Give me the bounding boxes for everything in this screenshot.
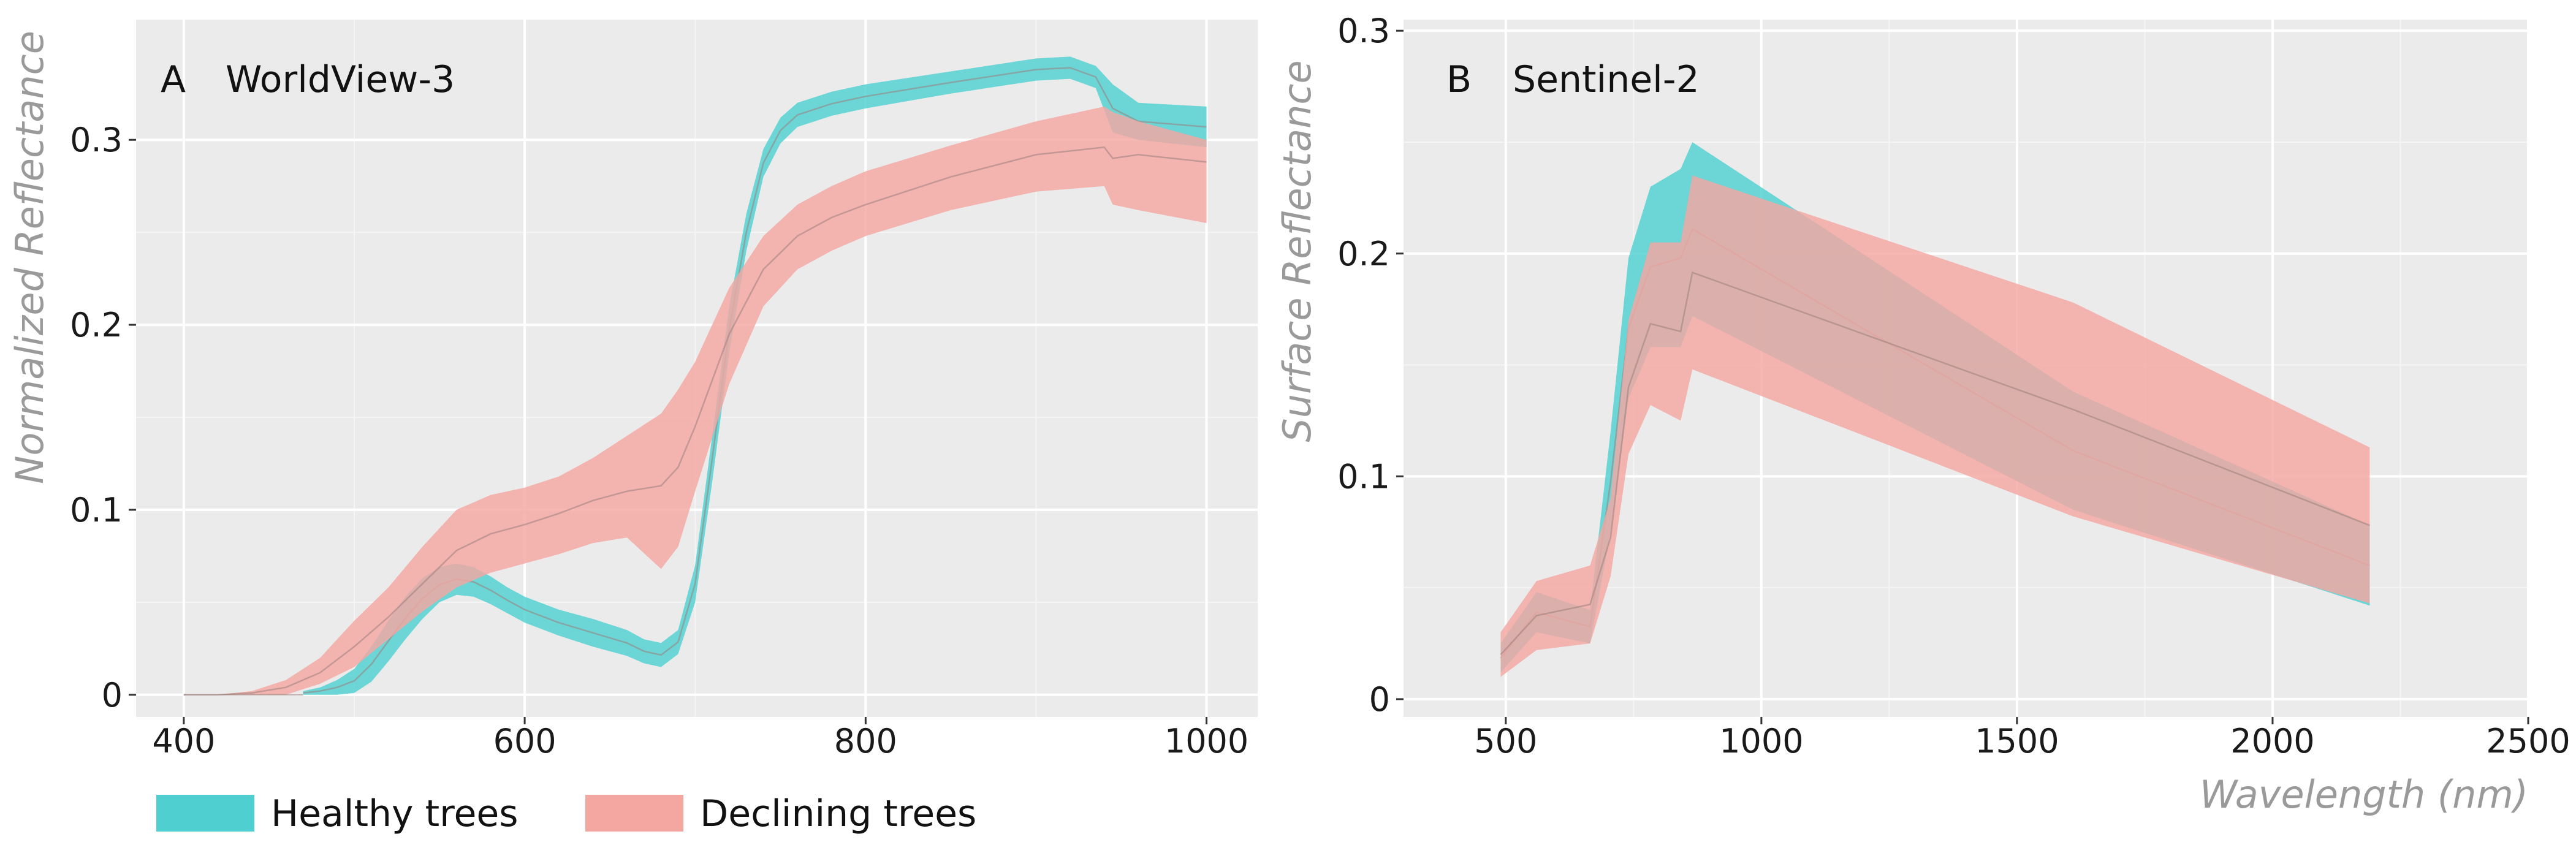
panel-a-title: WorldView-3 xyxy=(226,58,455,101)
band-declining-trees xyxy=(183,106,1207,695)
x-tick-label: 600 xyxy=(493,722,557,760)
legend-label-healthy: Healthy trees xyxy=(271,792,519,835)
y-tick-label: 0.3 xyxy=(1337,12,1390,50)
panel-b-sentinel2: 500 1000 1500 2000 2500 0 0.1 0.2 0.3 B Sentinel… xyxy=(1275,12,2570,817)
panel-a-label: A xyxy=(161,58,186,101)
panel-a-series xyxy=(183,56,1207,696)
legend-swatch-healthy xyxy=(156,795,254,832)
x-tick-label: 1000 xyxy=(1165,722,1248,760)
panel-a-y-axis-label: Normalized Reflectance xyxy=(7,31,52,484)
legend-swatch-declining xyxy=(585,795,683,832)
panel-a-worldview3: 400 600 800 1000 0 0.1 0.2 0.3 A WorldView-3 No… xyxy=(7,20,1258,760)
x-tick-label: 400 xyxy=(152,722,215,760)
mean-line-declining-trees xyxy=(183,146,1207,696)
x-tick-label: 500 xyxy=(1474,722,1537,760)
panel-b-x-axis-label: Wavelength (nm) xyxy=(2200,772,2528,817)
x-tick-label: 800 xyxy=(834,722,897,760)
legend-label-declining: Declining trees xyxy=(700,792,976,835)
y-tick-label: 0 xyxy=(1369,680,1390,719)
x-tick-label: 2500 xyxy=(2486,722,2570,760)
panel-b-series xyxy=(1500,142,2370,677)
y-tick-label: 0.3 xyxy=(70,121,123,159)
y-tick-label: 0.1 xyxy=(70,491,123,529)
x-tick-label: 1000 xyxy=(1719,722,1803,760)
y-tick-label: 0.2 xyxy=(1337,235,1390,273)
legend: Healthy trees Declining trees xyxy=(156,792,976,835)
x-tick-label: 1500 xyxy=(1975,722,2059,760)
y-tick-label: 0.2 xyxy=(70,306,123,344)
panel-b-label: B xyxy=(1446,58,1472,101)
mean-line-declining-trees xyxy=(1500,271,2370,656)
x-tick-label: 2000 xyxy=(2230,722,2314,760)
y-tick-label: 0.1 xyxy=(1337,457,1390,496)
panel-b-ticks: 500 1000 1500 2000 2500 0 0.1 0.2 0.3 xyxy=(1337,12,2570,760)
y-tick-label: 0 xyxy=(102,676,123,715)
panel-a-ticks: 400 600 800 1000 0 0.1 0.2 0.3 xyxy=(70,121,1248,760)
band-declining-trees xyxy=(1500,175,2370,677)
panel-b-y-axis-label: Surface Reflectance xyxy=(1275,60,1320,442)
panel-b-gridlines xyxy=(1404,20,2529,717)
panel-b-title: Sentinel-2 xyxy=(1513,58,1700,101)
